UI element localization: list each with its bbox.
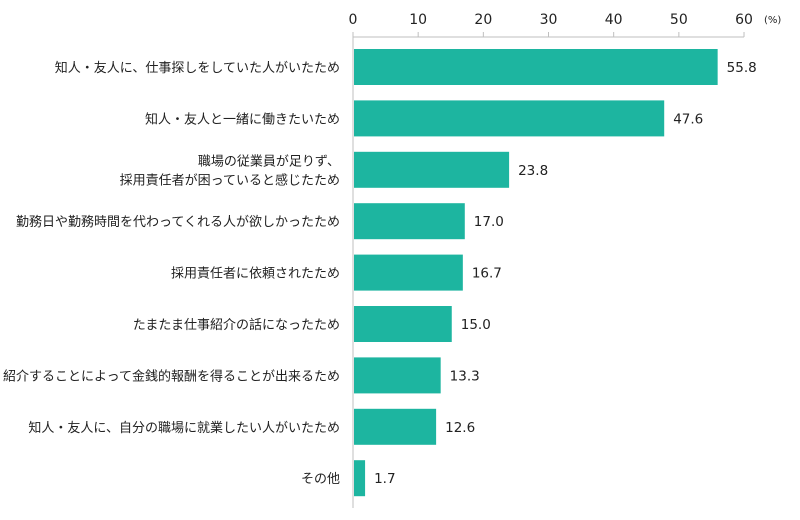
x-tick-label: 60 [735, 12, 753, 28]
bars [354, 49, 718, 497]
data-label: 13.3 [450, 368, 480, 384]
data-label: 47.6 [673, 111, 703, 127]
category-labels: 知人・友人に、仕事探しをしていた人がいたため知人・友人と一緒に働きたいため職場の… [3, 60, 340, 487]
data-label: 15.0 [461, 317, 491, 333]
x-axis: 0 10 20 30 40 50 60 [349, 12, 753, 508]
x-tick-label: 30 [540, 12, 558, 28]
category-label: たまたま仕事紹介の話になったため [133, 317, 340, 333]
x-tick-label: 50 [670, 12, 688, 28]
data-label: 12.6 [445, 420, 475, 436]
category-label: 知人・友人に、仕事探しをしていた人がいたため [55, 60, 340, 76]
x-tick-label: 20 [474, 12, 492, 28]
data-label: 16.7 [472, 266, 502, 282]
x-tick-label: 10 [409, 12, 427, 28]
value-labels: 55.8 47.6 23.8 17.0 16.7 15.0 13.3 12.6 1.7 [374, 60, 757, 487]
category-label: 勤務日や勤務時間を代わってくれる人が欲しかったため [16, 214, 340, 230]
category-label: 職場の従業員が足りず、 [198, 153, 340, 169]
bar [354, 100, 665, 137]
unit-label: (%) [764, 15, 781, 26]
category-label: 知人・友人と一緒に働きたいため [145, 111, 340, 127]
data-label: 17.0 [474, 214, 504, 230]
data-label: 23.8 [518, 163, 548, 179]
bar [354, 151, 510, 188]
category-label: 採用責任者に依頼されたため [171, 267, 340, 282]
data-label: 1.7 [374, 471, 395, 487]
bar [354, 254, 463, 291]
category-label: 紹介することによって金銭的報酬を得ることが出来るため [3, 368, 340, 384]
bar [354, 306, 452, 342]
x-tick-label: 40 [605, 12, 623, 28]
bar [354, 203, 465, 240]
category-label: その他 [301, 472, 340, 487]
data-label: 55.8 [727, 60, 757, 76]
bar [354, 408, 437, 445]
category-label: 知人・友人に、自分の職場に就業したい人がいたため [28, 420, 340, 436]
category-label: 採用責任者が困っていると感じたため [120, 172, 340, 188]
bar [354, 460, 366, 497]
bar [354, 357, 441, 394]
x-tick-label: 0 [349, 12, 358, 28]
bar [354, 49, 718, 85]
